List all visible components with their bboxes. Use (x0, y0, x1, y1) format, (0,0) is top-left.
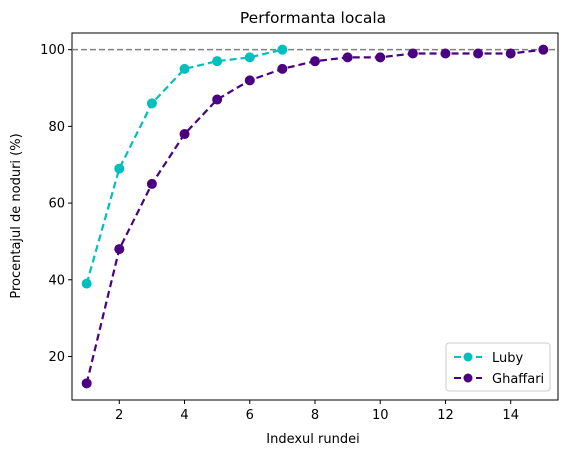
y-axis-ticks: 20 40 60 80 100 (40, 43, 72, 365)
x-tick-label: 8 (311, 408, 319, 423)
y-tick-label: 40 (48, 273, 65, 288)
x-tick-label: 2 (115, 408, 123, 423)
legend-marker-luby (463, 352, 473, 362)
series-ghaffari (81, 44, 549, 389)
data-point-luby (244, 52, 255, 63)
data-point-ghaffari (473, 48, 484, 59)
data-point-luby (277, 44, 288, 55)
data-point-ghaffari (440, 48, 451, 59)
data-point-luby (146, 98, 157, 109)
series-group (81, 44, 549, 389)
data-point-ghaffari (179, 129, 190, 140)
y-tick-label: 100 (40, 43, 65, 58)
data-point-ghaffari (375, 52, 386, 63)
legend: Luby Ghaffari (445, 342, 551, 392)
y-axis-label: Procentajul de noduri (%) (9, 133, 24, 298)
x-tick-label: 4 (180, 408, 188, 423)
data-point-ghaffari (114, 244, 125, 255)
x-tick-label: 12 (437, 408, 454, 423)
data-point-luby (114, 163, 125, 174)
x-axis-label: Indexul rundei (266, 432, 359, 447)
data-point-ghaffari (505, 48, 516, 59)
data-point-ghaffari (342, 52, 353, 63)
data-point-luby (81, 278, 92, 289)
data-point-ghaffari (310, 56, 320, 67)
x-tick-label: 6 (246, 408, 254, 423)
data-point-ghaffari (277, 63, 288, 74)
x-tick-label: 10 (372, 408, 389, 423)
legend-label-luby: Luby (492, 351, 524, 366)
data-point-luby (179, 63, 190, 74)
legend-label-ghaffari: Ghaffari (492, 372, 544, 387)
data-point-ghaffari (212, 94, 223, 105)
chart-title: Performanta locala (240, 9, 386, 27)
data-point-ghaffari (81, 378, 92, 389)
legend-marker-ghaffari (463, 373, 473, 383)
x-tick-label: 14 (502, 408, 519, 423)
data-point-ghaffari (146, 178, 157, 189)
y-tick-label: 20 (48, 350, 65, 365)
x-axis-ticks: 2 4 6 8 10 12 14 (115, 400, 519, 423)
y-tick-label: 80 (48, 120, 65, 135)
data-point-luby (212, 56, 223, 67)
series-luby (81, 44, 288, 289)
data-point-ghaffari (244, 75, 255, 86)
data-point-ghaffari (538, 44, 549, 55)
y-tick-label: 60 (48, 197, 65, 212)
data-point-ghaffari (407, 48, 418, 59)
